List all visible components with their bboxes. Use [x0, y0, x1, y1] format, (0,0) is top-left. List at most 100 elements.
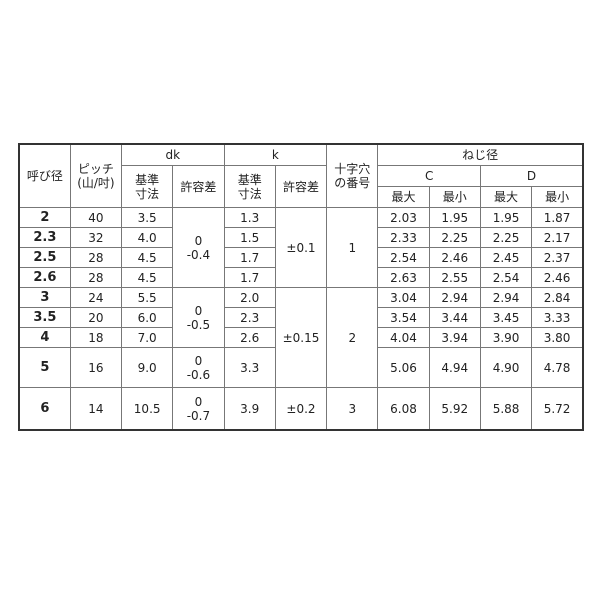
nominal-size: 2.5: [18, 247, 71, 268]
dk-basic: 4.5: [121, 267, 174, 288]
pitch: 28: [69, 247, 123, 268]
cross-recess-number: 2: [326, 287, 379, 388]
table-row: 2.5 28 4.5 1.7 2.54 2.46 2.45 2.37: [18, 247, 584, 268]
k-tolerance: ±0.2: [274, 387, 328, 431]
c-min: 2.25: [428, 227, 481, 248]
c-max: 5.06: [377, 347, 430, 388]
dk-tol-lower: -0.4: [186, 247, 211, 262]
dk-tolerance: 0 -0.7: [172, 387, 225, 431]
dk-tolerance: 0 -0.4: [172, 207, 225, 288]
header-c-max: 最大: [377, 186, 430, 208]
d-min: 3.80: [531, 327, 584, 348]
dk-basic: 6.0: [121, 307, 174, 328]
dk-basic: 4.0: [121, 227, 174, 248]
d-max: 3.45: [479, 307, 533, 328]
d-min: 2.46: [531, 267, 584, 288]
c-min: 2.94: [428, 287, 481, 308]
nominal-size: 3: [18, 287, 71, 308]
header-k-tol: 許容差: [274, 165, 328, 208]
c-max: 3.54: [377, 307, 430, 328]
k-basic: 3.9: [223, 387, 276, 431]
d-max: 2.54: [479, 267, 533, 288]
nominal-size: 3.5: [18, 307, 71, 328]
dk-tol-upper: 0: [194, 353, 203, 368]
table-row: 4 18 7.0 2.6 4.04 3.94 3.90 3.80: [18, 327, 584, 348]
nominal-size: 6: [18, 387, 71, 431]
d-min: 2.84: [531, 287, 584, 308]
d-min: 2.37: [531, 247, 584, 268]
c-max: 2.63: [377, 267, 430, 288]
k-basic: 3.3: [223, 347, 276, 388]
c-max: 2.54: [377, 247, 430, 268]
c-max: 4.04: [377, 327, 430, 348]
d-max: 2.45: [479, 247, 533, 268]
c-min: 4.94: [428, 347, 481, 388]
table-row: 2.3 32 4.0 1.5 2.33 2.25 2.25 2.17: [18, 227, 584, 248]
d-max: 2.94: [479, 287, 533, 308]
k-basic: 2.3: [223, 307, 276, 328]
pitch: 40: [69, 207, 123, 228]
dk-tol-upper: 0: [194, 303, 203, 318]
k-basic: 1.5: [223, 227, 276, 248]
d-min: 4.78: [531, 347, 584, 388]
header-nominal: 呼び径: [18, 143, 71, 208]
table-row: 3 24 5.5 0 -0.5 2.0 ±0.15 2 3.04 2.94 2.94 2.84: [18, 287, 584, 388]
table-row: 5 16 9.0 0 -0.6 3.3 5.06 4.94 4.90 4.78: [18, 347, 584, 388]
header-thread: ねじ径: [377, 143, 584, 166]
cross-recess-number: 1: [326, 207, 379, 288]
c-max: 2.03: [377, 207, 430, 228]
pitch: 24: [69, 287, 123, 308]
dk-basic: 7.0: [121, 327, 174, 348]
k-basic: 2.6: [223, 327, 276, 348]
dk-basic: 10.5: [121, 387, 174, 431]
dk-tol-lower: -0.6: [186, 367, 211, 382]
d-max: 5.88: [479, 387, 533, 431]
d-min: 2.17: [531, 227, 584, 248]
header-c: C: [377, 165, 481, 187]
dk-basic: 4.5: [121, 247, 174, 268]
pitch: 18: [69, 327, 123, 348]
k-tolerance: ±0.15: [274, 287, 328, 388]
c-max: 6.08: [377, 387, 430, 431]
nominal-size: 2.3: [18, 227, 71, 248]
dk-tol-upper: 0: [194, 394, 203, 409]
k-basic: 1.7: [223, 247, 276, 268]
dk-basic: 5.5: [121, 287, 174, 308]
header-c-min: 最小: [428, 186, 481, 208]
header-pitch: ピッチ (山/吋): [69, 143, 123, 208]
c-min: 3.44: [428, 307, 481, 328]
c-min: 2.46: [428, 247, 481, 268]
d-max: 2.25: [479, 227, 533, 248]
d-max: 3.90: [479, 327, 533, 348]
k-tolerance: ±0.1: [274, 207, 328, 288]
table-row: 2.6 28 4.5 1.7 2.63 2.55 2.54 2.46: [18, 267, 584, 288]
c-min: 2.55: [428, 267, 481, 288]
dk-tolerance: 0 -0.5: [172, 287, 225, 348]
pitch: 16: [69, 347, 123, 388]
pitch: 14: [69, 387, 123, 431]
d-max: 1.95: [479, 207, 533, 228]
cross-recess-number: 3: [326, 387, 379, 431]
d-min: 3.33: [531, 307, 584, 328]
screw-dimension-table: 呼び径 ピッチ (山/吋) dk k 十字穴 の番号 ねじ径 基準 寸法 許容差 基準…: [18, 143, 584, 431]
header-k-basic: 基準 寸法: [223, 165, 276, 208]
c-max: 3.04: [377, 287, 430, 308]
dk-tol-upper: 0: [194, 233, 203, 248]
c-min: 3.94: [428, 327, 481, 348]
d-min: 1.87: [531, 207, 584, 228]
dk-basic: 9.0: [121, 347, 174, 388]
header-dk-basic: 基準 寸法: [121, 165, 174, 208]
pitch: 28: [69, 267, 123, 288]
d-min: 5.72: [531, 387, 584, 431]
pitch: 20: [69, 307, 123, 328]
nominal-size: 2: [18, 207, 71, 228]
k-basic: 1.7: [223, 267, 276, 288]
dk-tolerance: 0 -0.6: [172, 347, 225, 388]
dk-tol-lower: -0.5: [186, 317, 211, 332]
c-min: 5.92: [428, 387, 481, 431]
header-d-max: 最大: [479, 186, 533, 208]
header-d: D: [479, 165, 584, 187]
k-basic: 1.3: [223, 207, 276, 228]
dk-basic: 3.5: [121, 207, 174, 228]
table-row: 6 14 10.5 0 -0.7 3.9 ±0.2 3 6.08 5.92 5.88 5.72: [18, 387, 584, 431]
